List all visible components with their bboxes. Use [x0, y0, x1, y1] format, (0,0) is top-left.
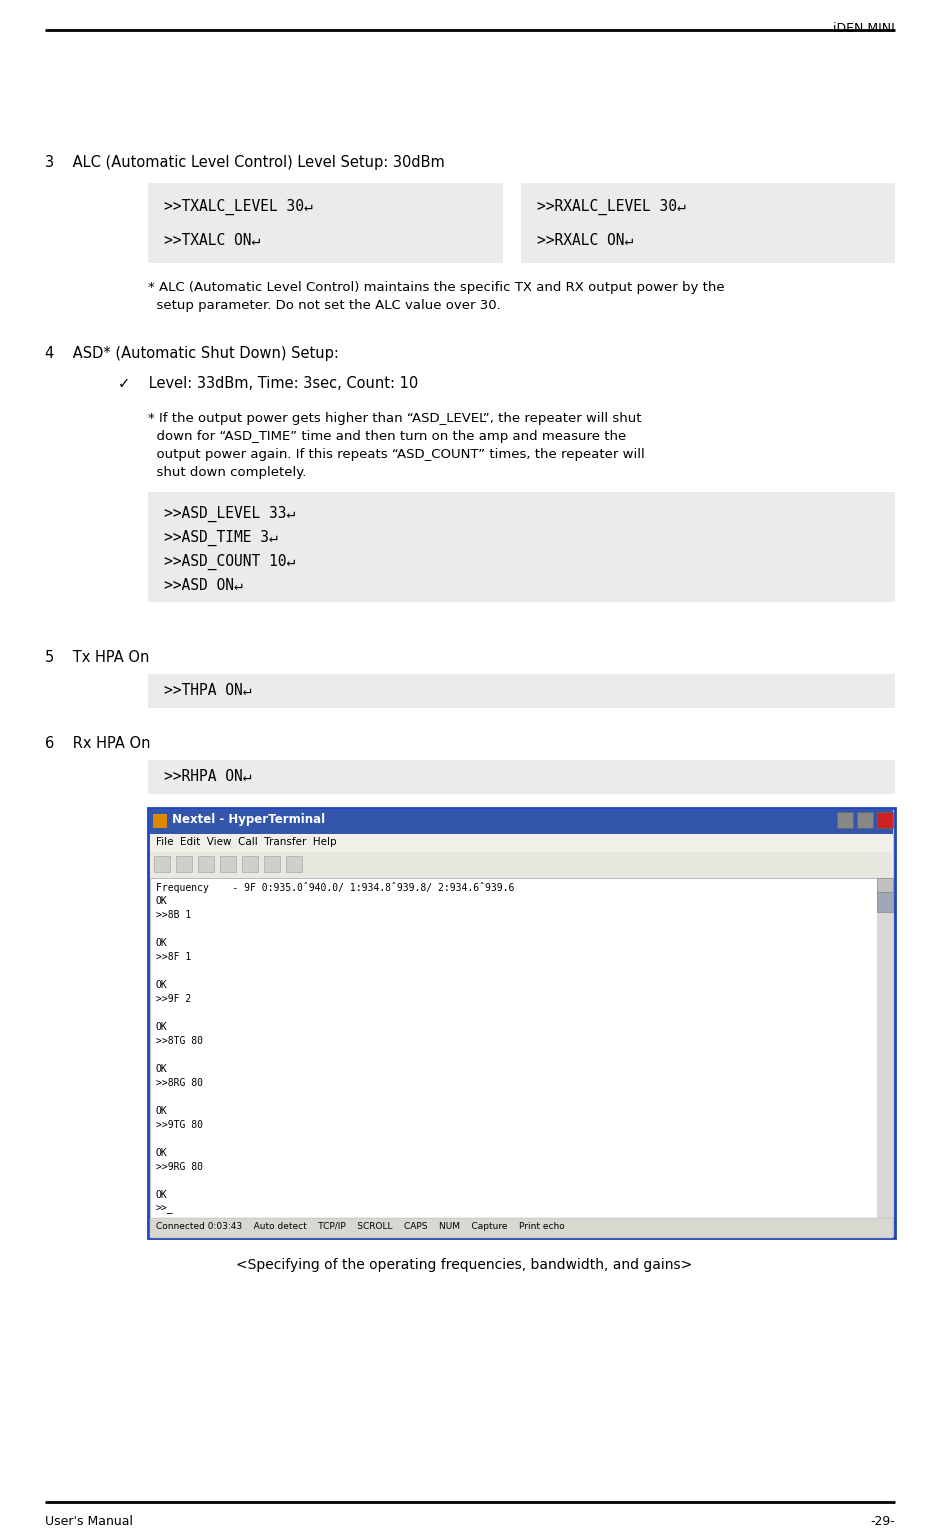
Text: >>8TG 80: >>8TG 80	[156, 1036, 203, 1047]
Text: >>RHPA ON↵: >>RHPA ON↵	[164, 769, 251, 784]
Bar	[154, 856, 170, 872]
Bar	[149, 834, 892, 853]
Text: down for “ASD_TIME” time and then turn on the amp and measure the: down for “ASD_TIME” time and then turn o…	[148, 429, 625, 443]
Text: OK: OK	[156, 1148, 168, 1158]
Text: >>RXALC ON↵: >>RXALC ON↵	[536, 232, 633, 248]
Bar	[241, 856, 258, 872]
Bar	[198, 856, 213, 872]
Text: >>_: >>_	[156, 1204, 174, 1215]
Text: Nextel - HyperTerminal: Nextel - HyperTerminal	[172, 813, 325, 827]
Bar	[876, 892, 892, 912]
Text: >>8F 1: >>8F 1	[156, 952, 191, 963]
Text: OK: OK	[156, 895, 168, 906]
Text: output power again. If this repeats “ASD_COUNT” times, the repeater will: output power again. If this repeats “ASD…	[148, 448, 644, 461]
Bar	[836, 811, 852, 828]
Text: 5    Tx HPA On: 5 Tx HPA On	[45, 649, 149, 665]
Text: >>ASD ON↵: >>ASD ON↵	[164, 578, 242, 593]
Bar	[286, 856, 302, 872]
Bar	[149, 853, 892, 879]
Bar	[153, 814, 167, 828]
Text: iDEN MINI: iDEN MINI	[832, 21, 894, 35]
Bar	[220, 856, 236, 872]
Text: >>TXALC ON↵: >>TXALC ON↵	[164, 232, 260, 248]
Bar	[149, 1218, 892, 1238]
Bar	[876, 811, 892, 828]
Bar	[876, 879, 892, 892]
Text: 6    Rx HPA On: 6 Rx HPA On	[45, 736, 150, 750]
Bar	[149, 810, 892, 834]
Text: >>9RG 80: >>9RG 80	[156, 1161, 203, 1172]
Text: ✓    Level: 33dBm, Time: 3sec, Count: 10: ✓ Level: 33dBm, Time: 3sec, Count: 10	[118, 376, 418, 391]
Bar	[149, 879, 876, 1218]
Text: OK: OK	[156, 1022, 168, 1031]
Text: OK: OK	[156, 1063, 168, 1074]
Text: OK: OK	[156, 1106, 168, 1115]
Text: OK: OK	[156, 1190, 168, 1199]
Text: * If the output power gets higher than “ASD_LEVEL”, the repeater will shut: * If the output power gets higher than “…	[148, 413, 641, 425]
Text: >>ASD_COUNT 10↵: >>ASD_COUNT 10↵	[164, 555, 295, 570]
Text: 3    ALC (Automatic Level Control) Level Setup: 30dBm: 3 ALC (Automatic Level Control) Level Se…	[45, 154, 445, 170]
Text: Frequency    - 9F 0:935.0ˆ940.0/ 1:934.8ˆ939.8/ 2:934.6ˆ939.6: Frequency - 9F 0:935.0ˆ940.0/ 1:934.8ˆ93…	[156, 882, 514, 892]
Bar	[148, 492, 894, 602]
Text: setup parameter. Do not set the ALC value over 30.: setup parameter. Do not set the ALC valu…	[148, 299, 500, 312]
Text: * ALC (Automatic Level Control) maintains the specific TX and RX output power by: * ALC (Automatic Level Control) maintain…	[148, 281, 724, 293]
Text: <Specifying of the operating frequencies, bandwidth, and gains>: <Specifying of the operating frequencies…	[236, 1258, 691, 1271]
Text: >>ASD_LEVEL 33↵: >>ASD_LEVEL 33↵	[164, 506, 295, 523]
Text: Connected 0:03:43    Auto detect    TCP/IP    SCROLL    CAPS    NUM    Capture  : Connected 0:03:43 Auto detect TCP/IP SCR…	[156, 1222, 564, 1232]
Text: OK: OK	[156, 938, 168, 947]
Bar	[148, 674, 894, 707]
Bar	[856, 811, 872, 828]
Text: OK: OK	[156, 979, 168, 990]
Bar	[521, 183, 894, 263]
Text: >>9F 2: >>9F 2	[156, 995, 191, 1004]
Bar	[148, 808, 894, 1238]
Text: >>ASD_TIME 3↵: >>ASD_TIME 3↵	[164, 530, 277, 545]
Bar	[264, 856, 279, 872]
Bar	[148, 183, 502, 263]
Text: -29-: -29-	[870, 1514, 894, 1528]
Text: >>8B 1: >>8B 1	[156, 911, 191, 920]
Text: >>RXALC_LEVEL 30↵: >>RXALC_LEVEL 30↵	[536, 199, 685, 215]
Bar	[175, 856, 192, 872]
Text: >>9TG 80: >>9TG 80	[156, 1120, 203, 1131]
Text: 4    ASD* (Automatic Shut Down) Setup:: 4 ASD* (Automatic Shut Down) Setup:	[45, 345, 339, 361]
Text: >>THPA ON↵: >>THPA ON↵	[164, 683, 251, 698]
Text: File  Edit  View  Call  Transfer  Help: File Edit View Call Transfer Help	[156, 837, 336, 847]
Text: >>8RG 80: >>8RG 80	[156, 1077, 203, 1088]
Text: shut down completely.: shut down completely.	[148, 466, 306, 478]
Bar	[876, 879, 892, 1218]
Text: >>TXALC_LEVEL 30↵: >>TXALC_LEVEL 30↵	[164, 199, 313, 215]
Bar	[148, 759, 894, 795]
Text: User's Manual: User's Manual	[45, 1514, 133, 1528]
